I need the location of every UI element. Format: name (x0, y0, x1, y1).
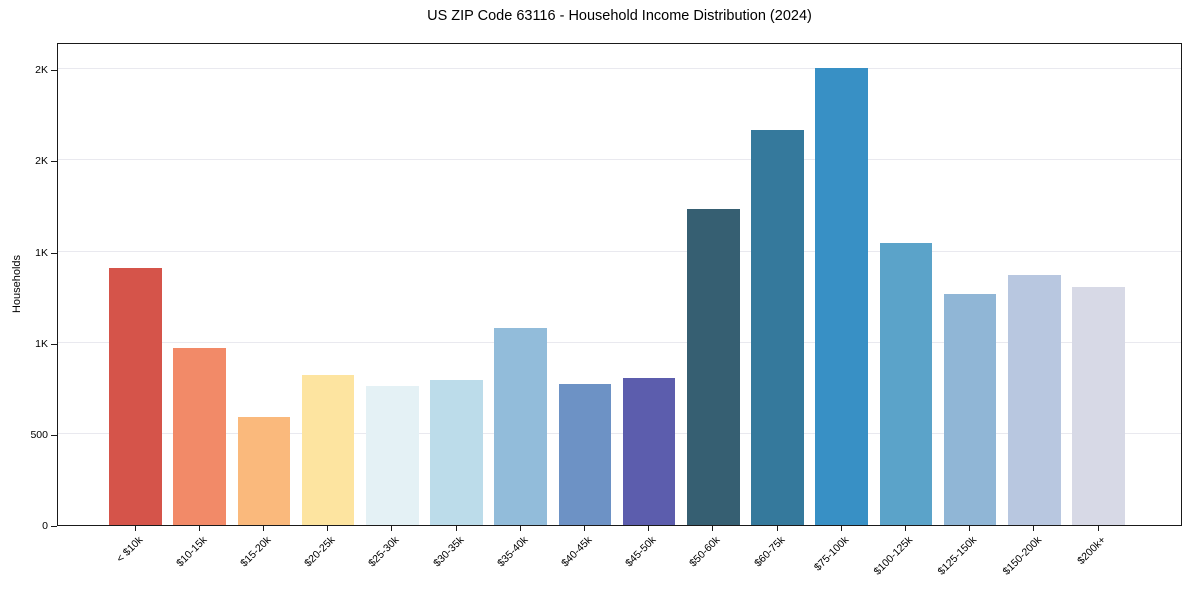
bar (109, 268, 162, 525)
x-tick-mark (1033, 526, 1035, 531)
x-tick-label: $100-125k (871, 534, 916, 578)
bar (558, 383, 612, 525)
y-tick-label: 500 (30, 428, 48, 441)
chart-title: US ZIP Code 63116 - Household Income Dis… (427, 8, 812, 24)
gridline (58, 250, 1181, 252)
x-tick-mark (583, 526, 585, 531)
bar (366, 385, 419, 525)
y-tick-label: 2K (35, 155, 48, 168)
x-tick-label: $125-150k (936, 534, 980, 578)
bar (237, 417, 291, 525)
x-tick-label: $35-40k (494, 534, 531, 570)
y-tick-label: 1K (35, 337, 48, 350)
bar (494, 328, 547, 525)
bar (301, 374, 355, 525)
x-tick-mark (840, 526, 842, 531)
gridline (58, 68, 1181, 70)
x-tick-label: $40-45k (559, 534, 595, 570)
bar (751, 130, 804, 525)
x-tick-mark (648, 526, 650, 531)
bar (622, 378, 676, 525)
y-axis-label: Households (11, 254, 23, 314)
x-tick-mark (776, 526, 778, 531)
x-tick-label: $60-75k (751, 534, 787, 570)
x-tick-mark (969, 526, 971, 531)
x-tick-mark (198, 526, 200, 531)
gridline (58, 432, 1181, 434)
bar (879, 243, 933, 525)
x-tick-mark (1097, 526, 1099, 531)
x-tick-label: $75-100k (811, 534, 852, 574)
x-tick-mark (391, 526, 393, 531)
x-tick-label: $45-50k (623, 534, 659, 570)
bar (815, 67, 868, 525)
gridline (58, 159, 1181, 161)
x-tick-label: $15-20k (238, 534, 274, 570)
bar (173, 348, 226, 525)
y-tick-mark (51, 343, 57, 345)
x-tick-mark (262, 526, 264, 531)
y-tick-mark (51, 526, 57, 527)
y-tick-mark (51, 434, 57, 436)
x-tick-mark (904, 526, 906, 531)
x-tick-label: $30-35k (430, 534, 466, 570)
x-tick-mark (327, 526, 329, 531)
y-tick-mark (51, 70, 57, 72)
x-tick-mark (519, 526, 521, 531)
x-tick-label: $20-25k (302, 534, 338, 570)
x-tick-mark (712, 526, 714, 531)
y-tick-mark (51, 161, 57, 163)
bar (943, 293, 997, 525)
bar (687, 208, 740, 525)
x-tick-label: $10-15k (173, 534, 210, 570)
plot-area (57, 43, 1182, 526)
bar (430, 380, 483, 525)
x-tick-label: $150-200k (1000, 534, 1044, 578)
y-tick-label: 2K (35, 64, 48, 77)
bar (1008, 275, 1061, 525)
x-tick-mark (455, 526, 457, 531)
y-tick-mark (51, 252, 57, 254)
x-tick-label: $200k+ (1074, 534, 1108, 568)
x-tick-mark (134, 526, 136, 531)
x-tick-label: $25-30k (366, 534, 402, 570)
x-tick-label: < $10k (113, 534, 145, 565)
gridline (58, 341, 1181, 343)
bar (1072, 287, 1125, 525)
y-tick-label: 0 (42, 520, 48, 532)
x-tick-label: $50-60k (687, 534, 723, 570)
y-tick-label: 1K (35, 246, 48, 259)
